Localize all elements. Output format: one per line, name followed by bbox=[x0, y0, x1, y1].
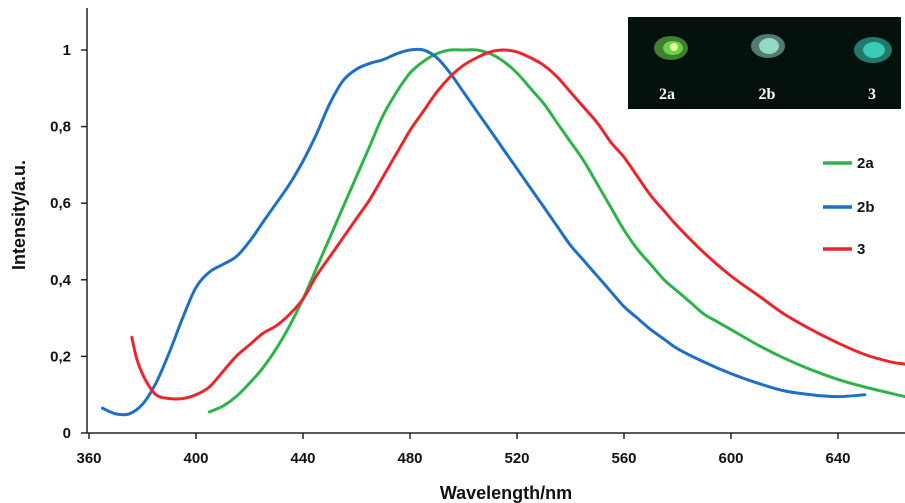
series-line-2a bbox=[207, 48, 905, 414]
x-tick-label: 440 bbox=[290, 450, 315, 467]
sample-spot-2a bbox=[654, 36, 688, 60]
y-tick-label: 1 bbox=[63, 42, 71, 59]
y-tick-label: 0 bbox=[63, 425, 71, 442]
x-axis-ticks: 360 400 440 480 520 560 600 640 bbox=[76, 433, 851, 467]
inset-label-2a: 2a bbox=[659, 86, 675, 103]
legend: 2a 2b 3 bbox=[823, 155, 875, 258]
inset-label-3: 3 bbox=[868, 86, 876, 103]
series-group bbox=[100, 47, 905, 417]
legend-label-3: 3 bbox=[857, 241, 865, 258]
x-tick-label: 600 bbox=[718, 450, 743, 467]
x-tick-label: 480 bbox=[397, 450, 422, 467]
legend-label-2b: 2b bbox=[857, 199, 875, 216]
y-tick-label: 0,6 bbox=[50, 195, 71, 212]
x-tick-label: 640 bbox=[825, 450, 850, 467]
y-tick-label: 0,4 bbox=[50, 272, 72, 289]
x-tick-label: 520 bbox=[504, 450, 529, 467]
series-line-2b bbox=[100, 47, 867, 417]
x-tick-label: 360 bbox=[76, 450, 101, 467]
series-line-3 bbox=[130, 48, 905, 401]
y-axis-title: Intensity/a.u. bbox=[9, 160, 29, 270]
inset-label-2b: 2b bbox=[759, 86, 776, 103]
sample-spot-2b bbox=[751, 34, 785, 58]
x-tick-label: 560 bbox=[611, 450, 636, 467]
y-axis-ticks: 0 0,2 0,4 0,6 0,8 1 bbox=[50, 42, 87, 442]
inset-photo: 2a 2b 3 bbox=[628, 17, 901, 109]
y-tick-label: 0,8 bbox=[50, 119, 71, 136]
inset-background bbox=[628, 17, 901, 109]
y-tick-label: 0,2 bbox=[50, 348, 71, 365]
x-axis-title: Wavelength/nm bbox=[440, 483, 572, 503]
sample-spot-3 bbox=[854, 37, 892, 63]
x-tick-label: 400 bbox=[183, 450, 208, 467]
legend-label-2a: 2a bbox=[857, 155, 874, 172]
